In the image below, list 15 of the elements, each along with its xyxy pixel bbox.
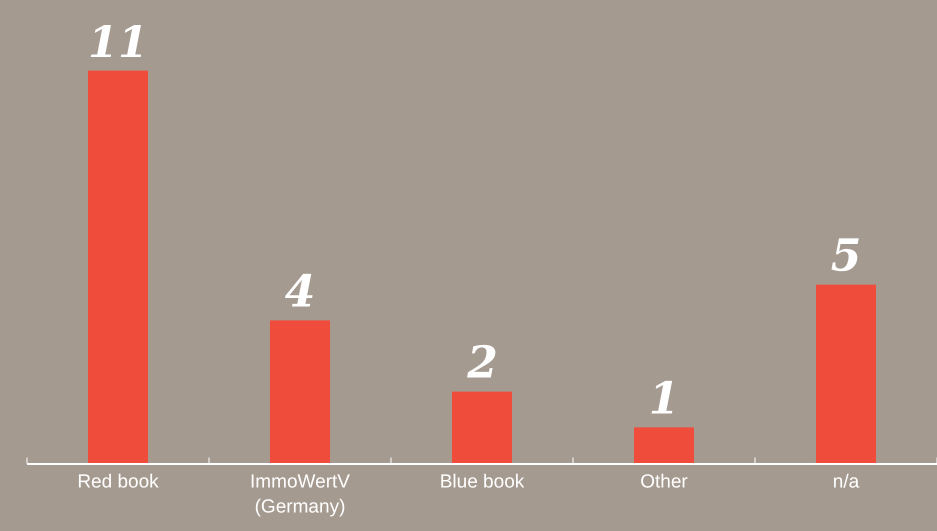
bar [452,392,512,463]
data-label: 2 [466,338,498,389]
data-label: 5 [830,230,862,282]
bar [88,70,148,463]
x-tick-label: Blue book [440,472,525,493]
bar [634,427,694,463]
data-label: 4 [284,266,316,318]
x-tick-label: n/a [832,472,860,493]
data-label: 1 [648,373,680,424]
x-tick-label: Other [640,472,688,493]
data-label: 11 [88,16,148,68]
x-tick-label: Red book [77,472,160,493]
bar [270,320,330,463]
x-tick-label: ImmoWertV (Germany) [250,472,350,518]
bar [816,284,876,463]
